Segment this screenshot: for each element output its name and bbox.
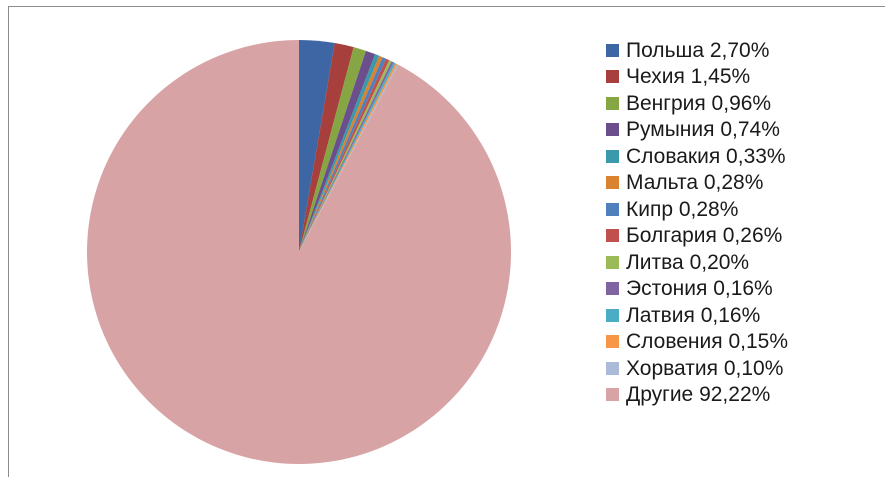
pie-slice-0 [299,39,335,252]
legend-label: Литва 0,20% [626,250,750,274]
legend-swatch [606,255,619,269]
legend-item: Словения 0,15% [606,329,788,356]
legend-item: Кипр 0,28% [606,196,788,223]
pie-slice-11 [299,63,398,253]
pie-slice-10 [299,62,396,252]
legend-item: Литва 0,20% [606,249,788,276]
legend-label: Румыния 0,74% [626,118,780,142]
legend-item: Хорватия 0,10% [606,355,788,382]
legend-label: Кипр 0,28% [626,197,739,221]
legend-label: Мальта 0,28% [626,171,764,195]
legend-item: Латвия 0,16% [606,302,788,329]
legend-label: Эстония 0,16% [626,277,773,301]
frame-left-border [8,6,9,477]
legend-label: Венгрия 0,96% [626,91,772,115]
pie-slice-13 [87,40,512,464]
legend-item: Словакия 0,33% [606,143,788,170]
legend-label: Чехия 1,45% [626,65,751,89]
legend-label: Словения 0,15% [626,330,789,354]
legend-item: Венгрия 0,96% [606,90,788,117]
legend-swatch [606,202,619,216]
legend-item: Болгария 0,26% [606,223,788,250]
legend-swatch [606,335,619,349]
legend-swatch [606,308,619,322]
legend-swatch [606,70,619,84]
legend-swatch [606,123,619,137]
legend-label: Хорватия 0,10% [626,356,784,380]
legend-swatch [606,388,619,402]
pie-slice-8 [299,60,392,253]
legend-swatch [606,43,619,57]
legend-label: Латвия 0,16% [626,303,761,327]
legend-swatch [606,361,619,375]
pie-slice-7 [299,58,390,253]
legend-swatch [606,282,619,296]
legend-item: Румыния 0,74% [606,117,788,144]
legend-label: Болгария 0,26% [626,224,783,248]
legend-label: Польша 2,70% [626,38,770,62]
legend-swatch [606,176,619,190]
legend-swatch [606,229,619,243]
legend-label: Словакия 0,33% [626,144,786,168]
legend-item: Другие 92,22% [606,382,788,409]
legend-item: Польша 2,70% [606,37,788,64]
frame-top-border [8,6,885,7]
legend-item: Эстония 0,16% [606,276,788,303]
legend-swatch [606,96,619,110]
chart-legend: Польша 2,70% Чехия 1,45% Венгрия 0,96% Румы… [606,37,788,408]
pie-slice-5 [299,55,383,252]
legend-label: Другие 92,22% [626,383,771,407]
pie-slice-2 [299,47,366,252]
pie-slice-12 [299,64,399,253]
pie-slice-1 [299,43,354,252]
pie-slice-3 [299,50,376,253]
pie-slice-4 [299,54,380,252]
legend-item: Чехия 1,45% [606,64,788,91]
legend-swatch [606,149,619,163]
pie-slice-6 [299,57,387,253]
legend-item: Мальта 0,28% [606,170,788,197]
pie-slice-9 [299,61,394,252]
